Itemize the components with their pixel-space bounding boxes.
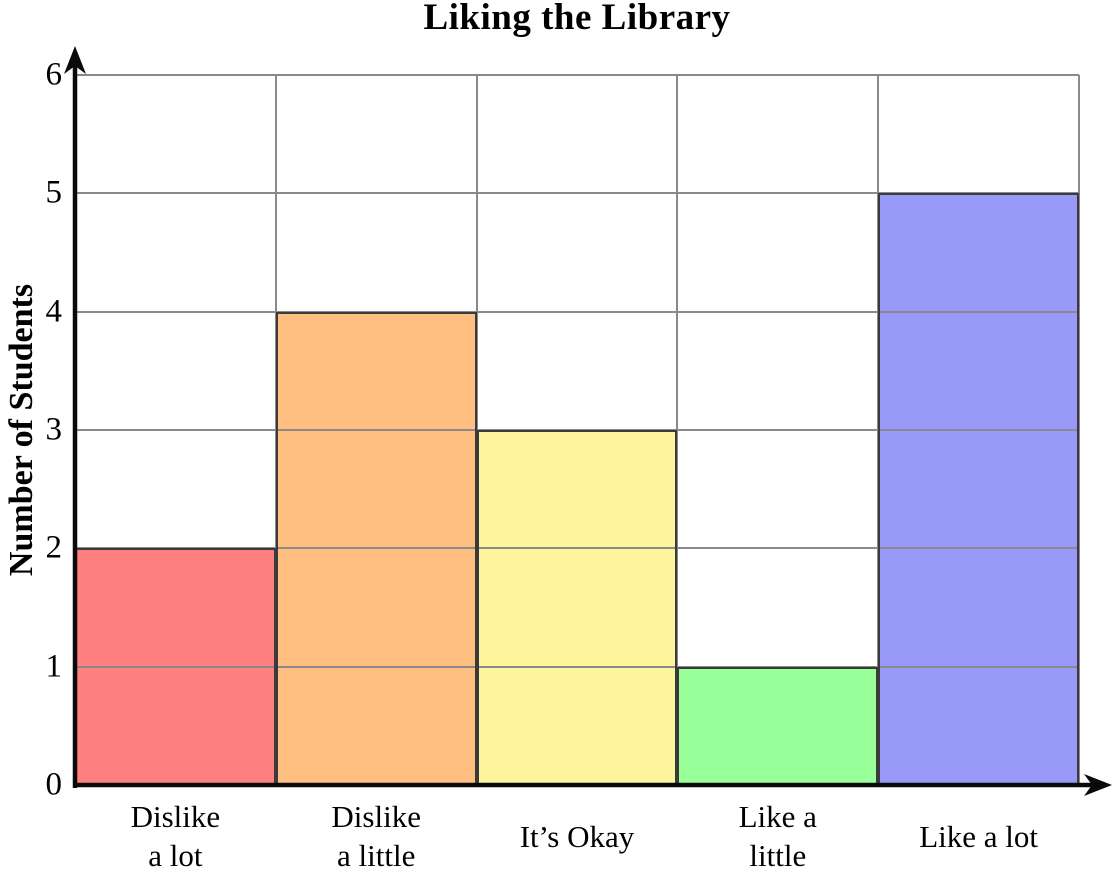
chart-title: Liking the Library bbox=[423, 0, 731, 38]
gridline-horizontal-5 bbox=[75, 192, 1079, 195]
y-tick-4: 4 bbox=[45, 293, 63, 330]
x-axis-arrow-icon bbox=[1084, 774, 1112, 796]
bar-like-a-little bbox=[677, 666, 879, 785]
x-category-like-a-lot: Like a lot bbox=[919, 818, 1038, 854]
y-axis-arrow-icon bbox=[64, 46, 86, 74]
gridline-vertical-3 bbox=[676, 75, 679, 785]
gridline-horizontal-6 bbox=[75, 74, 1079, 76]
bar-it-s-okay bbox=[476, 430, 678, 785]
bar-border-dislike-a-little bbox=[275, 311, 477, 785]
x-category-it-s-okay: It’s Okay bbox=[519, 818, 635, 854]
y-tick-1: 1 bbox=[45, 648, 63, 685]
bar-border-like-a-lot bbox=[878, 193, 1079, 785]
bar-border-like-a-little bbox=[677, 666, 879, 785]
gridline-horizontal-2 bbox=[75, 547, 1079, 550]
gridline-horizontal-4 bbox=[75, 310, 1079, 313]
y-tick-6: 6 bbox=[45, 56, 63, 93]
y-tick-3: 3 bbox=[45, 411, 63, 448]
gridline-horizontal-1 bbox=[75, 665, 1079, 668]
y-tick-0: 0 bbox=[45, 766, 63, 803]
bar-like-a-lot bbox=[878, 193, 1079, 785]
bar-border-dislike-a-lot bbox=[75, 548, 276, 785]
x-category-labels: Dislike a lot Dislike a little It’s Okay Li… bbox=[75, 792, 1079, 882]
bar-border-it-s-okay bbox=[476, 430, 678, 785]
gridline-vertical-5 bbox=[1078, 75, 1080, 785]
x-category-dislike-a-lot: Dislike a lot bbox=[130, 799, 221, 873]
y-tick-2: 2 bbox=[45, 529, 63, 566]
x-category-like-a-little: Like a little bbox=[738, 799, 817, 873]
plot-area bbox=[75, 74, 1080, 785]
x-category-dislike-a-little: Dislike a little bbox=[331, 799, 421, 873]
y-tick-5: 5 bbox=[45, 174, 63, 211]
